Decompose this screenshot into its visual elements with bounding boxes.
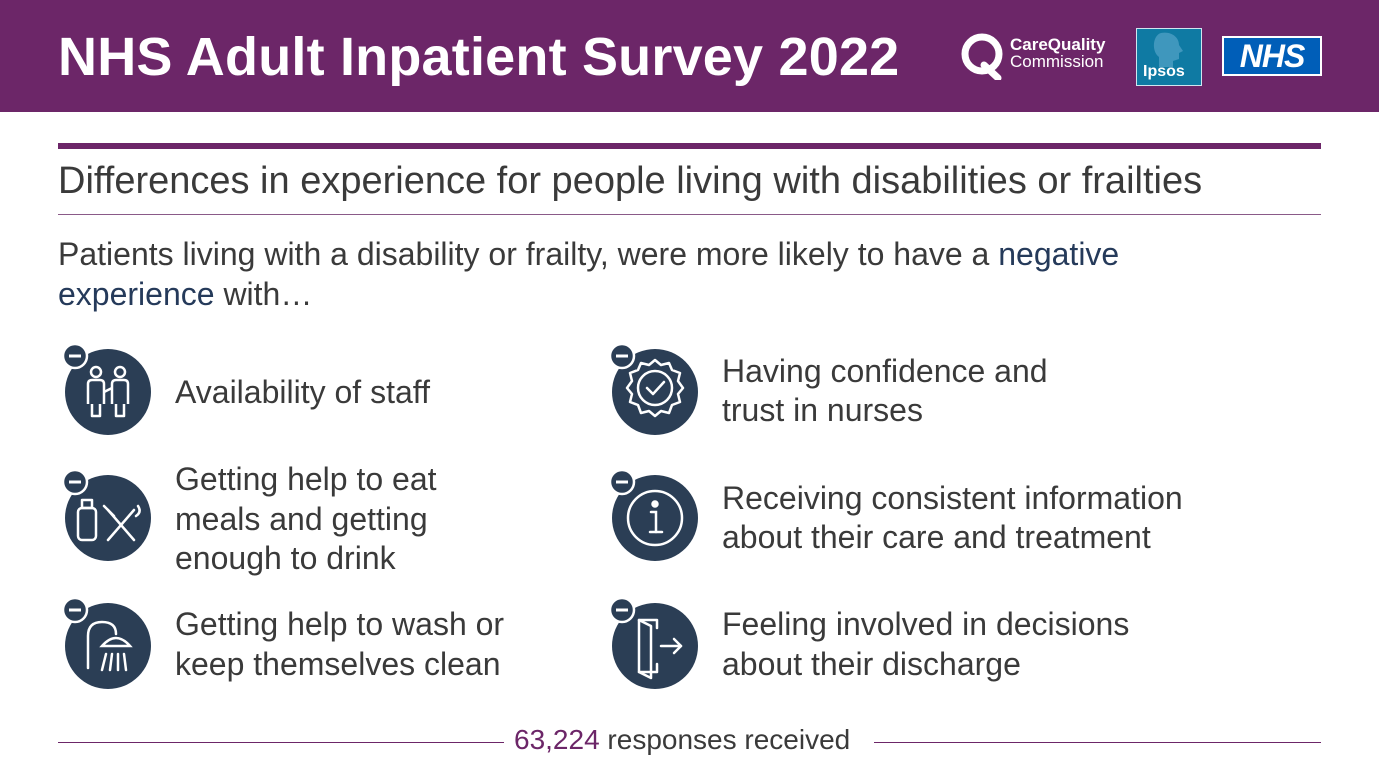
- item-label-line1: Getting help to wash or: [175, 606, 505, 642]
- intro-plain: Patients living with a disability or fra…: [58, 236, 999, 272]
- item-consistent-information: Receiving consistent information about t…: [605, 468, 1305, 568]
- item-label-line1: Feeling involved in decisions: [722, 606, 1130, 642]
- shower-icon: [61, 596, 151, 689]
- item-discharge-decisions: Feeling involved in decisions about thei…: [605, 596, 1305, 696]
- exit-door-icon: [608, 596, 698, 689]
- staff-icon: [61, 342, 151, 435]
- ipsos-profile-icon: [1153, 32, 1183, 67]
- item-label-line3: enough to drink: [175, 540, 396, 576]
- item-label-line2: trust in nurses: [722, 392, 923, 428]
- intro-end: with…: [214, 276, 313, 312]
- title-divider: [58, 143, 1321, 149]
- item-label-line2: about their care and treatment: [722, 519, 1151, 555]
- item-label-line2: about their discharge: [722, 646, 1021, 682]
- subtitle: Differences in experience for people liv…: [58, 160, 1203, 202]
- nhs-logo: NHS: [1222, 36, 1322, 76]
- meals-icon: [61, 468, 151, 561]
- item-label-line2: meals and getting: [175, 501, 428, 537]
- footer-rule-right: [874, 742, 1321, 743]
- ipsos-logo-text: Ipsos: [1143, 63, 1185, 80]
- cqc-logo-line1: CareQuality: [1010, 35, 1106, 54]
- item-help-eat-drink: Getting help to eat meals and getting en…: [58, 461, 538, 578]
- responses-label: responses received: [599, 724, 851, 755]
- nhs-logo-text: NHS: [1239, 38, 1306, 74]
- info-icon: [608, 468, 698, 561]
- item-label-line2: keep themselves clean: [175, 646, 501, 682]
- cqc-logo: CareQuality Commission: [960, 32, 1120, 80]
- item-label-line1: Getting help to eat: [175, 461, 437, 497]
- intro-highlight-1: negative: [998, 236, 1120, 272]
- item-label-line1: Receiving consistent information: [722, 480, 1183, 516]
- subtitle-divider: [58, 214, 1321, 215]
- cqc-logo-line2: Commission: [1010, 52, 1104, 71]
- header-banner: NHS Adult Inpatient Survey 2022 CareQual…: [0, 0, 1379, 112]
- intro-text: Patients living with a disability or fra…: [58, 234, 1298, 314]
- footer-rule-left: [58, 742, 504, 743]
- ipsos-logo: Ipsos: [1136, 28, 1202, 86]
- intro-highlight-2: experience: [58, 276, 215, 312]
- cqc-q-icon: [961, 33, 1003, 80]
- responses-count: 63,224: [514, 724, 600, 755]
- item-help-wash: Getting help to wash or keep themselves …: [58, 596, 538, 696]
- item-label-line1: Having confidence and: [722, 353, 1048, 389]
- item-confidence-nurses: Having confidence and trust in nurses: [605, 342, 1305, 442]
- badge-check-icon: [608, 342, 698, 435]
- item-availability-of-staff: Availability of staff: [58, 342, 538, 442]
- footer-responses: 63,224 responses received: [514, 724, 850, 756]
- item-label-line1: Availability of staff: [175, 374, 430, 410]
- page-title: NHS Adult Inpatient Survey 2022: [58, 27, 900, 87]
